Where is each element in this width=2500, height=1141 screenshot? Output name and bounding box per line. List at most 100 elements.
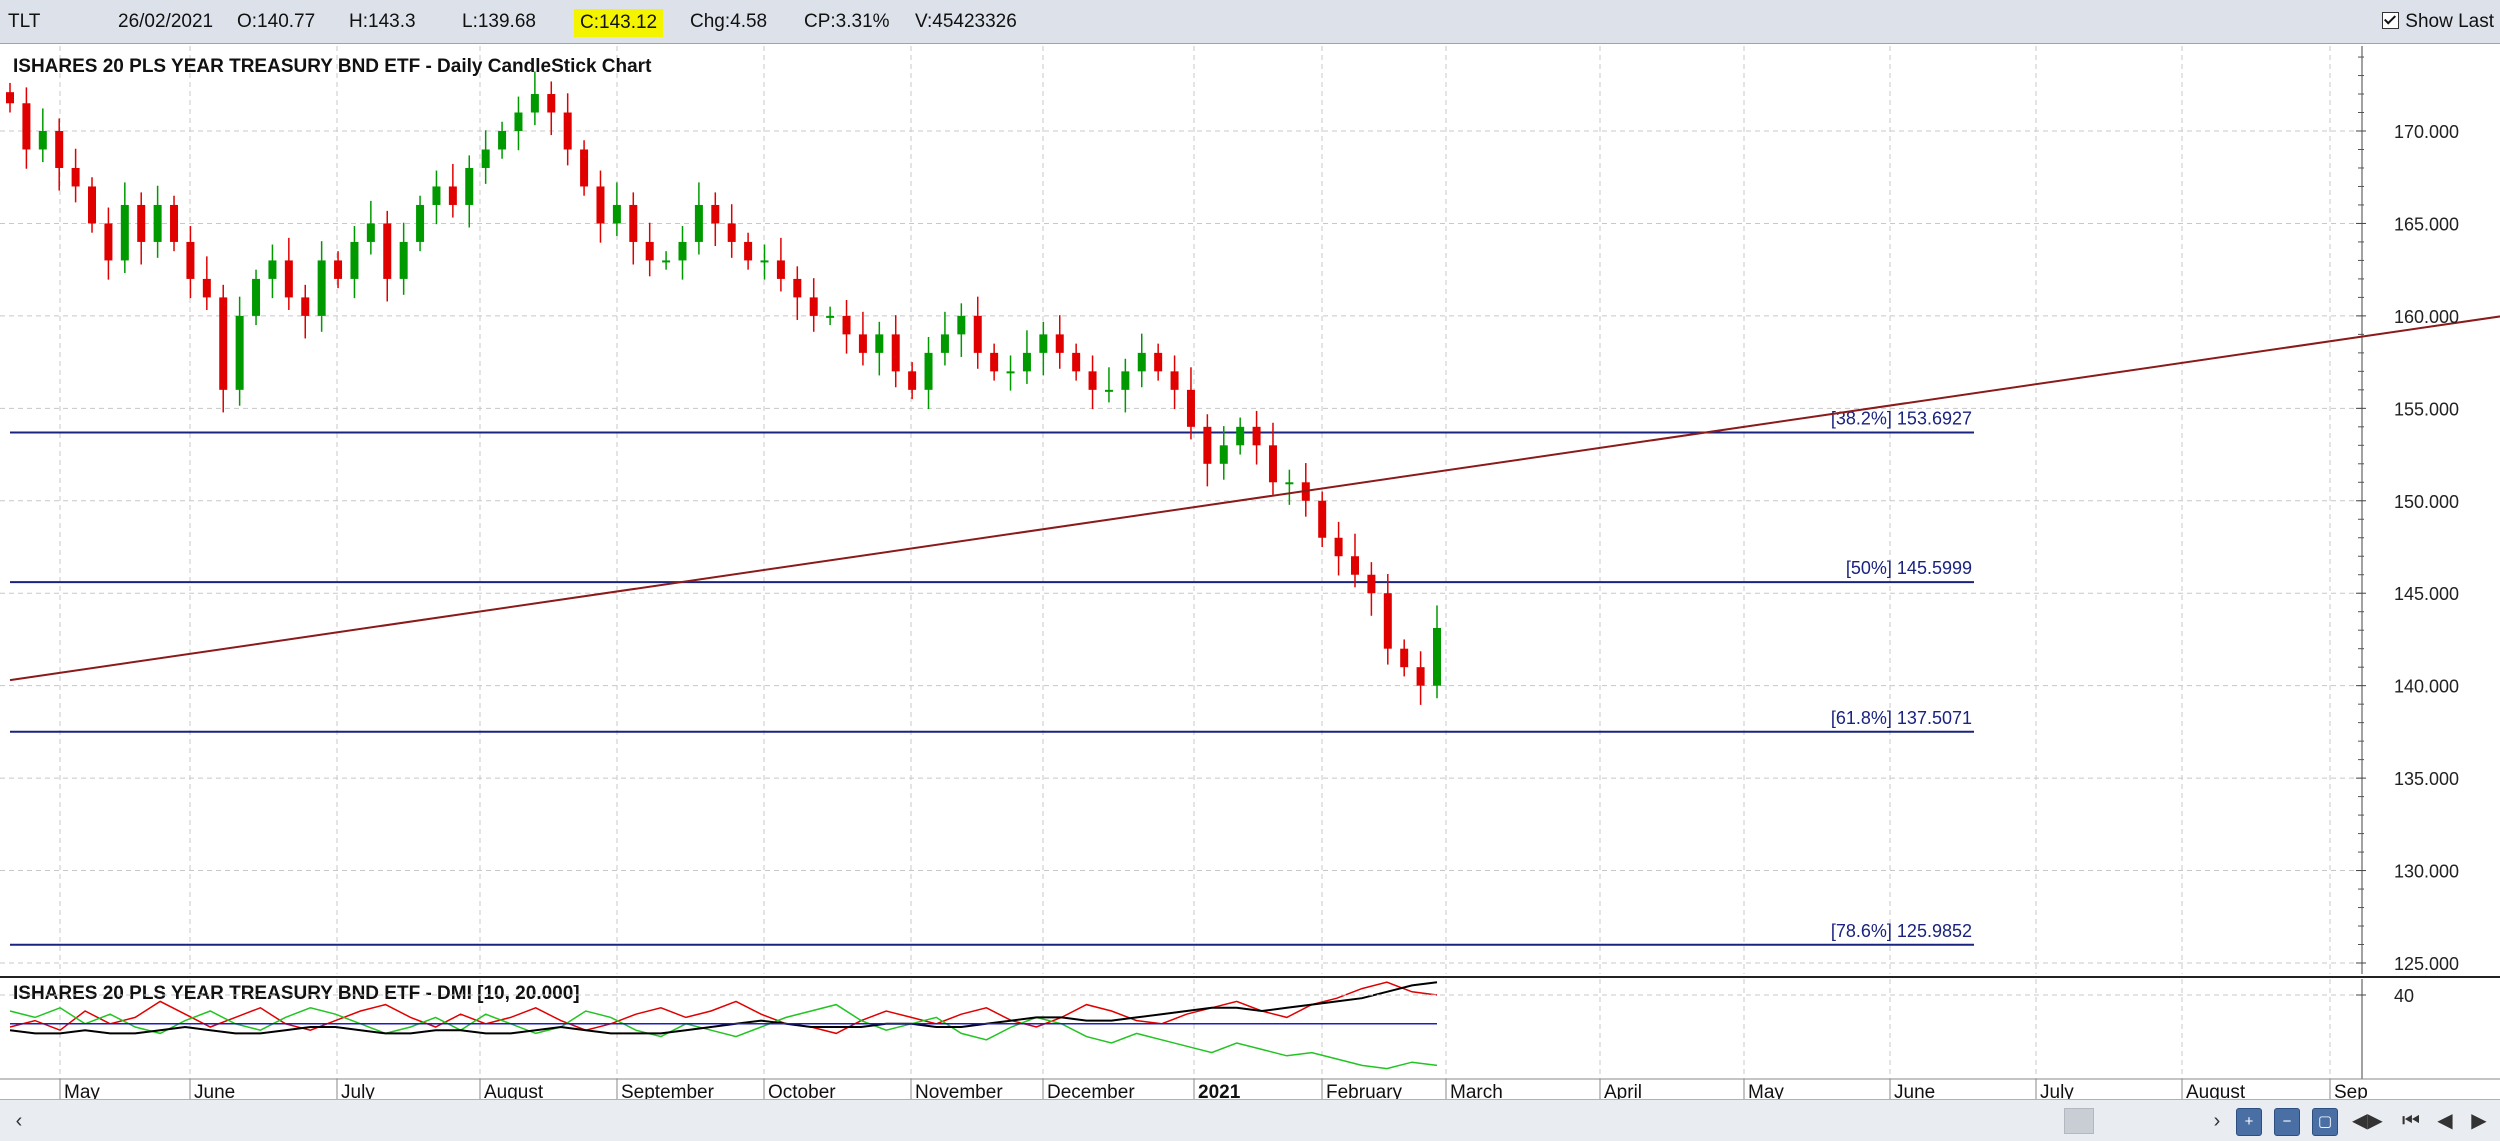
y-tick-label: 150.000 <box>2394 492 2459 512</box>
dmi-series-line <box>9 981 1438 1035</box>
candle-body <box>235 315 244 390</box>
candle-body <box>252 278 261 316</box>
candle-body <box>858 334 867 353</box>
x-axis-label: July <box>341 1082 375 1099</box>
date-label: 26/02/2021 <box>118 11 214 32</box>
candle-body <box>957 315 966 335</box>
candle-body <box>891 334 900 372</box>
candle-body <box>629 204 638 242</box>
candle-body <box>1334 537 1343 557</box>
open-label: O:140.77 <box>237 11 316 32</box>
show-last-label: Show Last <box>2405 11 2494 32</box>
scroll-right-arrow-icon[interactable]: › <box>2213 1110 2221 1132</box>
jump-first-icon[interactable]: ⏮ <box>2402 1110 2420 1132</box>
candle-body <box>563 112 572 150</box>
fib-level-label: [50%] 145.5999 <box>1846 558 1972 578</box>
x-axis: May June July August September October Novembe… <box>59 1079 2368 1099</box>
price-chart-title: ISHARES 20 PLS YEAR TREASURY BND ETF - D… <box>13 56 652 77</box>
candle-body <box>1318 500 1327 538</box>
candle-body <box>1006 371 1015 374</box>
candle-body <box>153 204 162 242</box>
price-pane[interactable]: ISHARES 20 PLS YEAR TREASURY BND ETF - D… <box>0 46 2500 974</box>
candle-body <box>547 94 556 113</box>
y-tick-label: 155.000 <box>2394 399 2459 419</box>
fib-level-label: [61.8%] 137.5071 <box>1831 708 1972 728</box>
step-back-icon[interactable]: ◀ <box>2437 1110 2453 1132</box>
candle-body <box>809 297 818 316</box>
candle-body <box>1350 556 1359 575</box>
trendline[interactable] <box>9 170 2500 682</box>
y-tick-label: 165.000 <box>2394 214 2459 234</box>
volume-label: V:45423326 <box>915 11 1017 32</box>
candle-body <box>1137 352 1146 372</box>
candle-body <box>940 334 949 353</box>
candle-body <box>481 149 490 168</box>
candle-body <box>1416 667 1425 686</box>
move-both-icon[interactable]: ◀▶ <box>2352 1110 2383 1132</box>
candle-body <box>317 260 326 316</box>
step-forward-icon[interactable]: ▶ <box>2471 1110 2487 1132</box>
candle-body <box>514 112 523 131</box>
candle-body <box>645 241 654 261</box>
scroll-left-arrow-icon[interactable]: ‹ <box>15 1110 23 1132</box>
candle-body <box>170 204 179 242</box>
close-label: C:143.12 <box>574 9 664 37</box>
candle-body <box>268 260 277 279</box>
candle-body <box>448 186 457 205</box>
chart-navigation-bar: ‹ › + − ▢ ◀▶ ⏮ ◀ ▶ <box>0 1099 2500 1141</box>
fib-level-label: [78.6%] 125.9852 <box>1831 921 1972 941</box>
candle-body <box>1154 352 1163 372</box>
candle-body <box>776 260 785 279</box>
candlestick-series <box>6 71 1441 705</box>
show-last-checkbox[interactable] <box>2382 12 2400 29</box>
candle-body <box>1383 593 1392 649</box>
candle-body <box>88 186 97 224</box>
candle-body <box>530 94 539 113</box>
zoom-fit-icon[interactable]: ▢ <box>2312 1108 2338 1136</box>
candle-body <box>711 204 720 224</box>
candle-body <box>1088 371 1097 390</box>
candle-body <box>842 315 851 335</box>
candle-body <box>612 204 621 224</box>
x-axis-label: October <box>768 1082 836 1099</box>
x-axis-label: July <box>2040 1082 2074 1099</box>
x-axis-label: February <box>1326 1082 1403 1099</box>
show-last-toggle[interactable]: Show Last <box>2382 0 2494 44</box>
candle-body <box>416 204 425 242</box>
zoom-in-icon[interactable]: + <box>2236 1108 2262 1136</box>
candle-body <box>22 103 31 150</box>
candle-body <box>908 371 917 390</box>
x-axis-label: September <box>621 1082 715 1099</box>
candle-body <box>1121 371 1130 390</box>
y-tick-label: 135.000 <box>2394 769 2459 789</box>
horizontal-scrollbar-thumb[interactable] <box>2064 1108 2094 1134</box>
x-axis-label: June <box>194 1082 235 1099</box>
candle-body <box>6 92 14 104</box>
x-axis-label: 2021 <box>1198 1082 1241 1099</box>
symbol-label: TLT <box>8 11 41 32</box>
y-tick-label: 160.000 <box>2394 307 2459 327</box>
candle-body <box>1055 334 1064 353</box>
candle-body <box>760 260 769 263</box>
dmi-pane[interactable]: ISHARES 20 PLS YEAR TREASURY BND ETF - D… <box>0 979 2414 1079</box>
candle-body <box>301 297 310 316</box>
candle-body <box>350 241 359 279</box>
candle-body <box>596 186 605 224</box>
change-percent-label: CP:3.31% <box>804 11 890 32</box>
candle-body <box>1203 426 1212 464</box>
x-axis-label: Sep <box>2334 1082 2368 1099</box>
x-axis-label: May <box>64 1082 100 1099</box>
zoom-out-icon[interactable]: − <box>2274 1108 2300 1136</box>
candle-body <box>498 131 507 150</box>
candle-body <box>875 334 884 353</box>
candle-body <box>1252 426 1261 446</box>
candle-body <box>1236 426 1245 446</box>
chart-canvas[interactable]: ISHARES 20 PLS YEAR TREASURY BND ETF - D… <box>0 44 2500 1099</box>
candle-body <box>793 278 802 298</box>
candle-body <box>399 241 408 279</box>
candle-body <box>694 204 703 242</box>
x-axis-label: August <box>484 1082 544 1099</box>
candle-body <box>137 204 146 242</box>
fib-level-label: [38.2%] 153.6927 <box>1831 409 1972 429</box>
candle-body <box>186 241 195 279</box>
